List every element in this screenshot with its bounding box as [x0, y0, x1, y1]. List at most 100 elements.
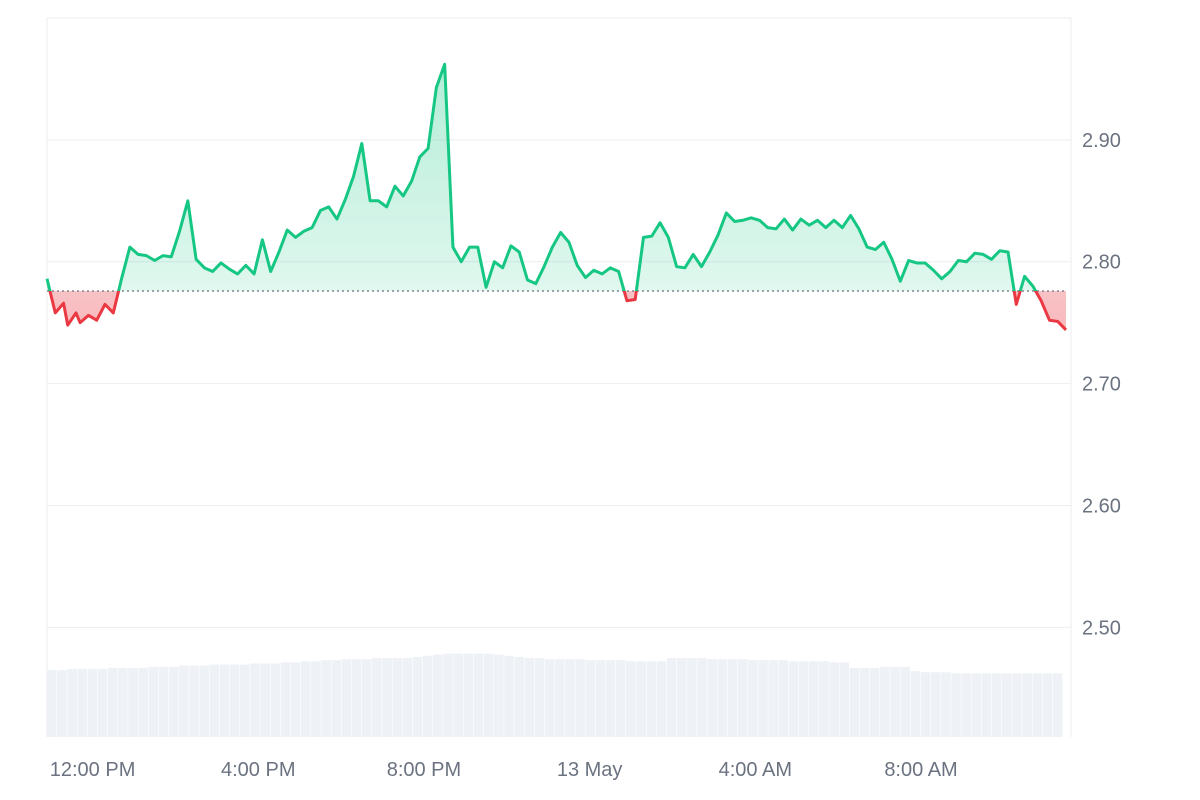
volume-bar — [199, 665, 209, 737]
volume-bar — [880, 666, 890, 737]
volume-bar — [158, 666, 169, 737]
volume-bar — [809, 661, 819, 737]
volume-bar — [290, 662, 301, 737]
y-tick-label: 2.90 — [1082, 130, 1121, 152]
x-tick-label: 8:00 AM — [884, 759, 957, 781]
x-tick-label: 4:00 PM — [221, 759, 295, 781]
y-tick-label: 2.80 — [1082, 252, 1121, 274]
volume-bar — [920, 672, 931, 737]
x-axis: 12:00 PM 4:00 PM 8:00 PM 13 May 4:00 AM 8:00 … — [50, 759, 958, 781]
volume-bar — [311, 661, 321, 737]
volume-bar — [229, 664, 240, 737]
volume-bar — [179, 665, 189, 737]
line-layer — [45, 62, 1068, 332]
volume-bar — [240, 664, 250, 737]
y-tick-label: 2.70 — [1082, 374, 1121, 396]
y-tick-label: 2.60 — [1082, 495, 1121, 517]
volume-bar — [626, 661, 636, 737]
grid-layer — [46, 17, 1072, 737]
volume-bar — [260, 663, 270, 737]
volume-bar — [788, 661, 799, 737]
volume-bar — [504, 655, 514, 737]
price-line-up — [45, 62, 1038, 291]
volume-bar — [646, 661, 656, 737]
volume-bar — [494, 654, 504, 737]
volume-bar — [77, 668, 88, 737]
volume-bar — [981, 673, 992, 737]
volume-bar — [128, 667, 138, 737]
volume-bar — [280, 662, 291, 737]
volume-bar — [748, 660, 758, 737]
volume-bar — [565, 659, 575, 737]
volume-bar — [758, 660, 768, 737]
volume-bar — [250, 663, 260, 737]
volume-bar — [544, 659, 555, 737]
volume-bar — [890, 666, 900, 737]
volume-bar — [1032, 673, 1043, 737]
volume-bar — [869, 667, 880, 737]
volume-bar — [951, 673, 961, 737]
volume-bar — [168, 666, 179, 737]
volume-bar — [727, 659, 738, 737]
volume-bar — [473, 653, 484, 737]
volume-bar — [737, 659, 748, 737]
volume-bar — [209, 664, 220, 737]
volume-bar — [555, 659, 565, 737]
volume-bar — [930, 672, 941, 737]
volume-bar — [382, 657, 392, 737]
volume-bar — [585, 660, 596, 737]
volume-bar — [1012, 673, 1022, 737]
volume-bar — [47, 670, 57, 737]
volume-bar — [433, 654, 443, 737]
volume-bar — [97, 668, 108, 737]
volume-bar — [717, 659, 728, 737]
volume-bar — [859, 667, 870, 737]
x-tick-label: 8:00 PM — [387, 759, 461, 781]
volume-bar — [829, 662, 839, 737]
volume-bar — [900, 666, 910, 737]
volume-bar — [961, 673, 971, 737]
volume-bar — [87, 668, 98, 737]
volume-bar — [1042, 673, 1053, 737]
volume-bar — [534, 657, 545, 737]
volume-bar — [656, 661, 667, 737]
volume-bar — [483, 653, 494, 737]
volume-bar — [189, 665, 199, 737]
x-tick-label: 12:00 PM — [50, 759, 136, 781]
volume-bar — [615, 660, 626, 737]
volume-bar — [666, 657, 677, 737]
volume-layer — [47, 653, 1063, 737]
volume-bar — [839, 662, 850, 737]
volume-bar — [798, 661, 809, 737]
volume-bar — [118, 667, 128, 737]
volume-bar — [575, 659, 585, 737]
volume-bar — [301, 661, 311, 737]
area-layer — [47, 64, 1066, 330]
y-axis: 2.90 2.80 2.70 2.60 2.50 — [1082, 130, 1121, 639]
volume-bar — [219, 664, 230, 737]
volume-bar — [138, 667, 148, 737]
volume-bar — [514, 656, 524, 737]
volume-bar — [351, 659, 362, 737]
volume-bar — [971, 673, 982, 737]
x-tick-label: 4:00 AM — [719, 759, 792, 781]
volume-bar — [636, 661, 646, 737]
volume-bar — [270, 663, 281, 737]
volume-bar — [768, 660, 778, 737]
volume-bar — [1002, 673, 1012, 737]
area-above-baseline — [47, 64, 1066, 291]
volume-bar — [372, 657, 382, 737]
volume-bar — [402, 657, 413, 737]
volume-bar — [697, 657, 707, 737]
volume-bar — [331, 660, 342, 737]
volume-bar — [819, 661, 829, 737]
volume-bar — [595, 660, 606, 737]
volume-bar — [67, 668, 77, 737]
volume-bar — [148, 666, 159, 737]
volume-bar — [687, 657, 697, 737]
volume-bar — [941, 672, 951, 737]
volume-bar — [412, 656, 423, 737]
volume-bar — [57, 670, 67, 737]
